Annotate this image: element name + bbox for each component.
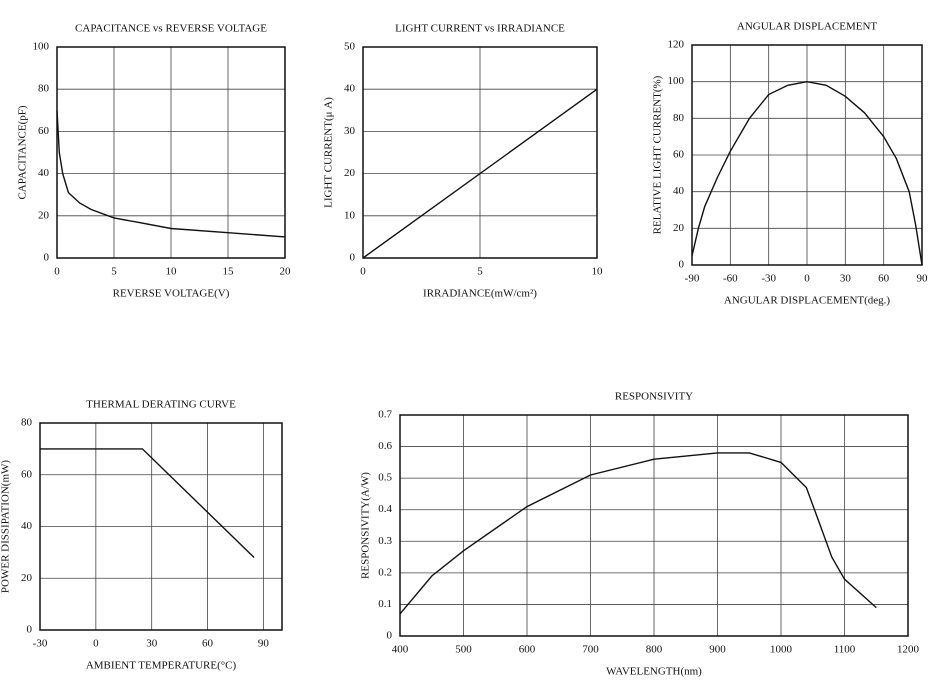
y-tick-label: 60 xyxy=(21,468,33,480)
y-tick-label: 0.1 xyxy=(378,598,392,610)
x-tick-label: 60 xyxy=(878,273,890,285)
chart-title: LIGHT CURRENT vs IRRADIANCE xyxy=(395,23,565,35)
chart-title: RESPONSIVITY xyxy=(615,391,693,403)
x-tick-label: 1000 xyxy=(770,644,793,656)
curve xyxy=(40,448,255,559)
chart-title: CAPACITANCE vs REVERSE VOLTAGE xyxy=(75,23,267,35)
y-tick-label: 0.3 xyxy=(378,535,392,547)
y-tick-label: 0.4 xyxy=(378,503,392,515)
x-axis-label: WAVELENGTH(nm) xyxy=(606,666,702,678)
y-tick-label: 40 xyxy=(344,83,356,95)
x-tick-label: 0 xyxy=(93,638,99,650)
x-tick-label: 10 xyxy=(166,266,178,278)
x-tick-label: 15 xyxy=(223,266,235,278)
curve xyxy=(399,452,877,615)
x-tick-label: 0 xyxy=(360,266,366,278)
x-tick-label: 30 xyxy=(146,638,158,650)
y-tick-label: 80 xyxy=(21,417,33,429)
x-tick-label: 20 xyxy=(280,266,292,278)
x-tick-label: 0 xyxy=(54,266,60,278)
y-tick-label: 60 xyxy=(673,149,685,161)
y-tick-label: 120 xyxy=(668,39,685,51)
y-tick-label: 0 xyxy=(387,630,393,642)
y-tick-label: 10 xyxy=(344,209,356,221)
y-tick-label: 20 xyxy=(344,167,356,179)
x-tick-label: 400 xyxy=(392,644,409,656)
y-tick-label: 40 xyxy=(38,167,50,179)
x-tick-label: 900 xyxy=(709,644,726,656)
y-tick-label: 20 xyxy=(673,222,685,234)
x-tick-label: -90 xyxy=(685,273,700,285)
y-tick-label: 100 xyxy=(33,41,50,53)
y-tick-label: 30 xyxy=(344,125,356,137)
y-tick-label: 80 xyxy=(38,83,50,95)
y-tick-label: 40 xyxy=(21,520,33,532)
y-tick-label: 0 xyxy=(44,252,50,264)
plot-frame xyxy=(691,44,923,266)
x-axis-label: REVERSE VOLTAGE(V) xyxy=(113,288,230,300)
x-tick-label: -60 xyxy=(723,273,738,285)
curve xyxy=(362,88,598,259)
x-axis-label: ANGULAR DISPLACEMENT(deg.) xyxy=(724,295,891,307)
y-axis-label: LIGHT CURRENT(μ A) xyxy=(323,97,335,208)
x-tick-label: 5 xyxy=(111,266,117,278)
x-tick-label: 30 xyxy=(840,273,852,285)
y-axis-label: POWER DISSIPATION(mW) xyxy=(0,460,12,593)
x-tick-label: 60 xyxy=(202,638,214,650)
y-tick-label: 0.2 xyxy=(378,566,392,578)
x-tick-label: 800 xyxy=(646,644,663,656)
y-tick-label: 100 xyxy=(668,75,685,87)
x-tick-label: 90 xyxy=(917,273,929,285)
y-axis-label: CAPACITANCE(pF) xyxy=(17,105,29,199)
x-tick-label: 500 xyxy=(455,644,472,656)
y-tick-label: 50 xyxy=(344,41,356,53)
plot-frame xyxy=(362,46,598,259)
y-tick-label: 80 xyxy=(673,112,685,124)
x-tick-label: -30 xyxy=(761,273,776,285)
x-tick-label: 1200 xyxy=(897,644,920,656)
x-axis-label: AMBIENT TEMPERATURE(°C) xyxy=(86,660,237,672)
y-tick-label: 40 xyxy=(673,185,685,197)
y-tick-label: 60 xyxy=(38,125,50,137)
x-tick-label: 10 xyxy=(592,266,604,278)
y-axis-label: RELATIVE LIGHT CURRENT(%) xyxy=(652,75,664,234)
y-tick-label: 0 xyxy=(27,624,33,636)
x-tick-label: 600 xyxy=(519,644,536,656)
chart-title: THERMAL DERATING CURVE xyxy=(86,399,236,411)
x-tick-label: 1100 xyxy=(834,644,856,656)
y-tick-label: 0 xyxy=(679,259,685,271)
y-tick-label: 20 xyxy=(21,572,33,584)
y-tick-label: 0 xyxy=(350,252,356,264)
x-tick-label: 5 xyxy=(477,266,483,278)
x-axis-label: IRRADIANCE(mW/cm²) xyxy=(423,288,537,300)
plot-frame xyxy=(39,422,283,631)
plot-frame xyxy=(399,414,909,637)
x-tick-label: 90 xyxy=(258,638,270,650)
y-tick-label: 0.7 xyxy=(378,409,392,421)
y-tick-label: 0.6 xyxy=(378,440,392,452)
x-tick-label: 0 xyxy=(804,273,810,285)
chart-title: ANGULAR DISPLACEMENT xyxy=(737,21,878,33)
curve xyxy=(691,80,923,266)
y-tick-label: 20 xyxy=(38,209,50,221)
y-axis-label: RESPONSIVITY(A/W) xyxy=(360,472,372,579)
y-tick-label: 0.5 xyxy=(378,472,392,484)
x-tick-label: -30 xyxy=(33,638,48,650)
curve xyxy=(56,110,286,238)
plot-frame xyxy=(56,46,286,259)
x-tick-label: 700 xyxy=(582,644,599,656)
